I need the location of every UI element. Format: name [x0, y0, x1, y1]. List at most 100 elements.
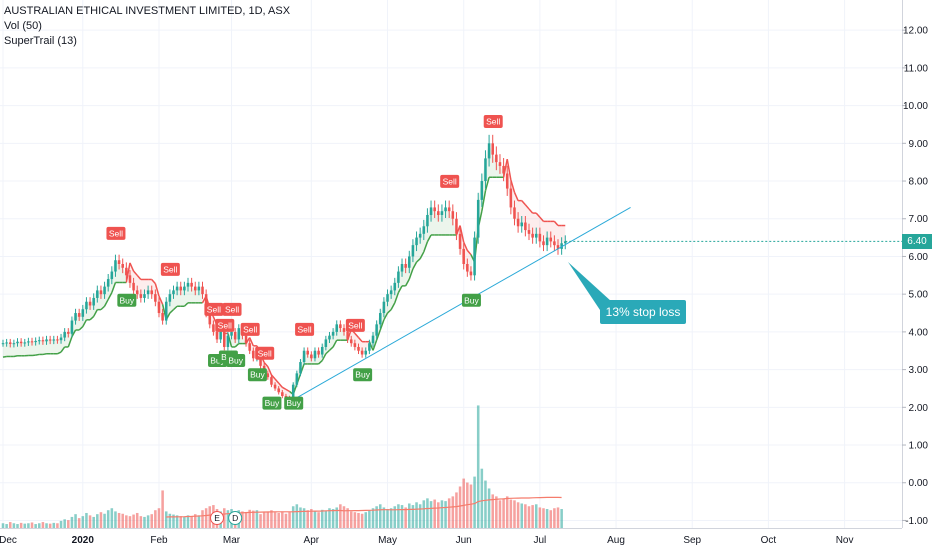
- volume-bar: [353, 512, 357, 528]
- candle-body: [143, 294, 146, 298]
- volume-bar: [77, 518, 81, 528]
- price-axis[interactable]: -1.00 0.00 1.00 2.00 3.00 4.00 5.00 6.00 7.00 8.0…: [565, 0, 932, 550]
- candle-body: [175, 286, 179, 291]
- candle-body: [418, 233, 422, 238]
- buy-marker: Buy: [117, 293, 137, 307]
- grid-lines: [0, 0, 902, 528]
- marker-box: [345, 318, 365, 332]
- trail-fill: [32, 340, 36, 356]
- volume-bar: [244, 512, 248, 528]
- trail-fill: [307, 354, 312, 364]
- candle-body: [411, 245, 415, 257]
- candle-body: [433, 207, 436, 212]
- volume-bar: [346, 508, 349, 528]
- candle-body: [157, 301, 161, 314]
- candle-body: [52, 339, 56, 341]
- trail-fill: [470, 237, 475, 276]
- candle-body: [125, 267, 128, 276]
- candle-body: [266, 373, 270, 378]
- indicator-legend[interactable]: SuperTrail (13): [4, 35, 77, 47]
- candle-body: [527, 230, 531, 234]
- trail-segment: [60, 346, 66, 353]
- volume-bar: [139, 516, 143, 528]
- marker-label: Sell: [109, 228, 123, 238]
- candle-body: [462, 248, 465, 264]
- marker-label: Sell: [443, 176, 457, 186]
- candle-body: [190, 282, 193, 287]
- trail-fill: [10, 343, 14, 357]
- sell-marker: Sell: [240, 322, 260, 336]
- trail-segment: [154, 283, 160, 297]
- candle-body: [393, 282, 397, 291]
- candle-body: [386, 294, 389, 302]
- trail-segment: [281, 386, 287, 391]
- candle-body: [248, 343, 251, 351]
- candle-body: [106, 279, 110, 287]
- volume-bar: [513, 500, 516, 528]
- symbol-title[interactable]: AUSTRALIAN ETHICAL INVESTMENT LIMITED, 1…: [4, 5, 291, 17]
- volume-bar: [27, 523, 30, 528]
- volume-bar: [143, 516, 146, 528]
- volume-legend[interactable]: Vol (50): [4, 20, 42, 32]
- candle-body: [215, 331, 219, 340]
- trail-segment: [89, 315, 95, 321]
- volume-bar: [114, 511, 117, 528]
- volume-bar: [534, 504, 538, 528]
- trail-segment: [553, 220, 559, 227]
- trail-segment: [383, 312, 389, 321]
- trail-segment: [267, 366, 273, 376]
- trail-segment: [484, 177, 490, 192]
- volume-bar: [364, 512, 368, 528]
- candle-body: [513, 207, 516, 219]
- volume-bar: [41, 522, 45, 528]
- time-axis[interactable]: Dec 2020 Feb Mar Apr May Jun Jul Aug Sep Oct Nov: [0, 528, 902, 547]
- stop-loss-callout[interactable]: 13% stop loss: [600, 300, 686, 324]
- trail-segment: [278, 382, 283, 388]
- y-tick-label: 7.00: [909, 214, 929, 225]
- x-tick-label: Dec: [0, 535, 17, 546]
- candle-body: [212, 324, 215, 332]
- marker-label: Sell: [163, 264, 177, 274]
- volume-bar: [241, 511, 244, 528]
- volume-bar: [161, 490, 164, 528]
- trail-fill: [24, 341, 29, 356]
- volume-bar: [393, 506, 397, 528]
- candle-body: [110, 271, 114, 280]
- trail-fill: [561, 225, 566, 244]
- volume-bar: [524, 504, 527, 528]
- volume-bar: [208, 506, 212, 528]
- marker-box: [247, 368, 267, 382]
- marker-label: Buy: [120, 295, 135, 305]
- trail-fill: [438, 211, 442, 235]
- trail-segment: [13, 355, 18, 358]
- y-tick-label: 9.00: [909, 139, 929, 150]
- volume-bar: [313, 511, 317, 528]
- y-tick-label: 1.00: [909, 441, 929, 452]
- candle-body: [505, 173, 509, 189]
- trail-segment: [270, 374, 276, 380]
- buy-sell-markers: Sell Buy Sell Sell Buy Sell Buy Sell Buy Sell Buy S…: [106, 114, 503, 525]
- candle-body: [270, 377, 273, 385]
- volume-bar: [328, 508, 331, 528]
- candle-body: [549, 237, 553, 242]
- volume-bar: [357, 512, 360, 528]
- marker-box: [160, 262, 180, 276]
- candle-body: [534, 233, 538, 238]
- volume-ma-line: [166, 496, 562, 518]
- volume-bar: [440, 500, 444, 528]
- candle-body: [277, 388, 280, 393]
- trail-fill: [191, 286, 196, 303]
- candle-body: [455, 218, 458, 234]
- trendline[interactable]: [292, 206, 631, 401]
- candle-body: [466, 264, 469, 272]
- buy-marker: Buy: [353, 368, 373, 382]
- candle-body: [146, 290, 150, 295]
- volume-bar: [125, 515, 128, 528]
- volume-bar: [266, 511, 270, 528]
- volume-bar: [85, 512, 88, 528]
- marker-label: Sell: [258, 348, 272, 358]
- candle-body: [219, 328, 222, 340]
- candle-body: [291, 384, 295, 400]
- trail-fill: [140, 279, 145, 298]
